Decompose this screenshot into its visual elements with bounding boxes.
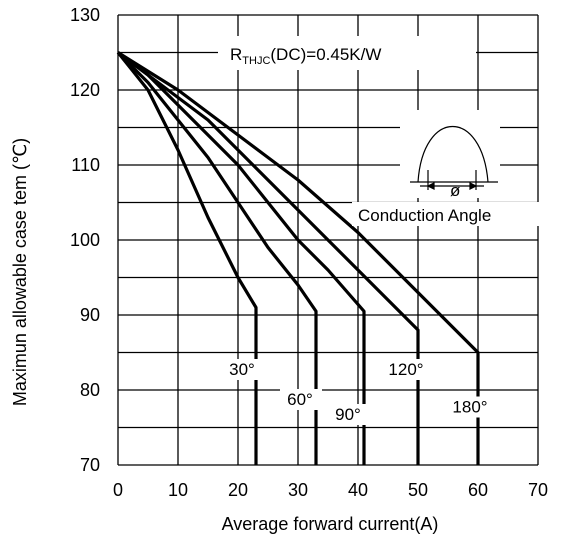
y-axis-title: Maximun allowable case tem (℃)	[10, 138, 30, 406]
rth-label: RTHJC(DC)=0.45K/W	[230, 45, 381, 67]
rth-prefix: R	[230, 45, 242, 64]
curve-label-background	[450, 396, 492, 418]
y-tick-label: 110	[71, 155, 100, 175]
x-tick-label: 50	[408, 480, 428, 500]
rth-label-background	[218, 36, 476, 70]
curve-label-background	[328, 404, 370, 425]
x-tick-label: 30	[288, 480, 308, 500]
curve-label-background	[280, 389, 322, 410]
x-tick-label: 70	[528, 480, 548, 500]
y-tick-label: 80	[80, 380, 100, 400]
conduction-angle-background	[352, 202, 542, 226]
x-tick-label: 10	[168, 480, 188, 500]
x-tick-label: 0	[113, 480, 123, 500]
curves: 30° 60° 90° 120° 180°	[116, 51, 492, 465]
curve-label: 90°	[335, 405, 361, 424]
y-tick-label: 130	[70, 5, 100, 25]
x-tick-label: 60	[468, 480, 488, 500]
x-axis-title: Average forward current(A)	[222, 514, 439, 534]
curve-line	[117, 51, 420, 465]
waveform-background	[400, 110, 500, 198]
curve-label: 120°	[388, 360, 423, 379]
half-sine-waveform-icon	[410, 126, 498, 190]
curve-line	[117, 51, 480, 465]
curve-label-background	[386, 359, 428, 380]
phi-symbol: ø	[450, 181, 460, 200]
rth-subscript: THJC	[242, 55, 270, 67]
conduction-angle-label: Conduction Angle	[358, 206, 491, 225]
y-tick-label: 100	[70, 230, 100, 250]
rth-suffix: (DC)=0.45K/W	[270, 45, 381, 64]
curve-line	[116, 51, 258, 465]
y-tick-label: 90	[80, 305, 100, 325]
tick-labels: 0 10 20 30 40 50 60 70 70 80 90 100 110 120 130	[70, 5, 548, 500]
curve-label: 60°	[287, 390, 313, 409]
curve-line	[116, 51, 318, 465]
curve-label: 30°	[229, 360, 255, 379]
y-tick-label: 70	[80, 455, 100, 475]
curve-line	[117, 51, 366, 465]
x-tick-label: 40	[348, 480, 368, 500]
x-tick-label: 20	[228, 480, 248, 500]
curve-label-background	[222, 359, 264, 380]
curve-label: 180°	[452, 398, 487, 417]
y-tick-label: 120	[70, 80, 100, 100]
